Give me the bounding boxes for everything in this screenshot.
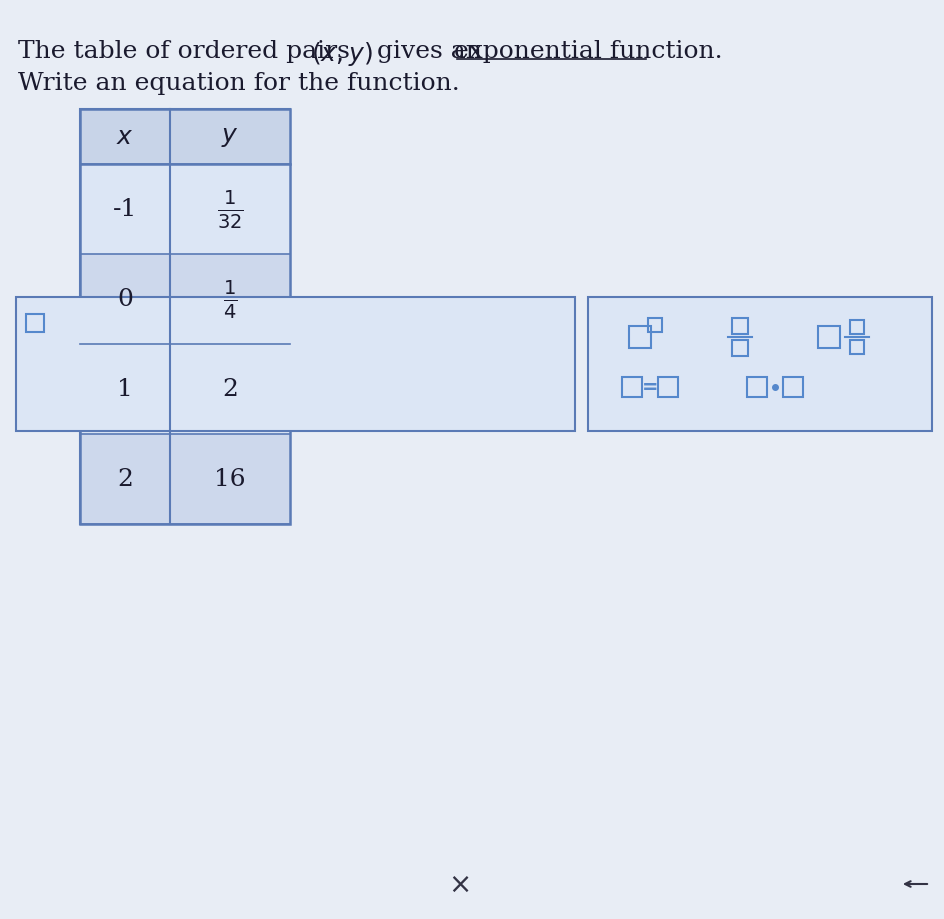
Text: $y$: $y$	[221, 126, 239, 149]
Bar	[657, 378, 677, 398]
Bar	[849, 321, 863, 335]
Bar	[732, 341, 748, 357]
Bar	[80, 255, 290, 345]
Text: ×: ×	[447, 870, 471, 898]
Bar	[80, 110, 290, 525]
Bar	[26, 314, 44, 333]
Text: exponential function.: exponential function.	[453, 40, 722, 62]
Text: $(x, y)$: $(x, y)$	[311, 40, 372, 68]
Text: -1: -1	[112, 199, 137, 221]
Bar	[80, 110, 290, 165]
Bar	[849, 341, 863, 355]
Text: 16: 16	[214, 468, 245, 491]
Text: Write an equation for the function.: Write an equation for the function.	[18, 72, 460, 95]
Bar	[80, 345, 290, 435]
FancyBboxPatch shape	[80, 110, 290, 525]
FancyBboxPatch shape	[587, 298, 931, 432]
Bar	[629, 326, 650, 348]
Text: 0: 0	[117, 289, 133, 312]
Text: 1: 1	[117, 378, 133, 401]
Bar	[648, 319, 662, 333]
Bar	[818, 326, 839, 348]
Text: $\frac{1}{32}$: $\frac{1}{32}$	[216, 188, 244, 231]
Text: gives an: gives an	[368, 40, 489, 62]
Bar	[746, 378, 767, 398]
Text: 2: 2	[222, 378, 238, 401]
Text: =: =	[641, 378, 658, 397]
Text: $x$: $x$	[116, 126, 134, 149]
Bar	[732, 319, 748, 335]
Text: 2: 2	[117, 468, 133, 491]
Bar	[80, 165, 290, 255]
FancyBboxPatch shape	[16, 298, 574, 432]
Text: The table of ordered pairs: The table of ordered pairs	[18, 40, 358, 62]
Bar	[80, 435, 290, 525]
Bar	[783, 378, 802, 398]
Text: $\frac{1}{4}$: $\frac{1}{4}$	[223, 278, 237, 321]
Bar	[621, 378, 641, 398]
